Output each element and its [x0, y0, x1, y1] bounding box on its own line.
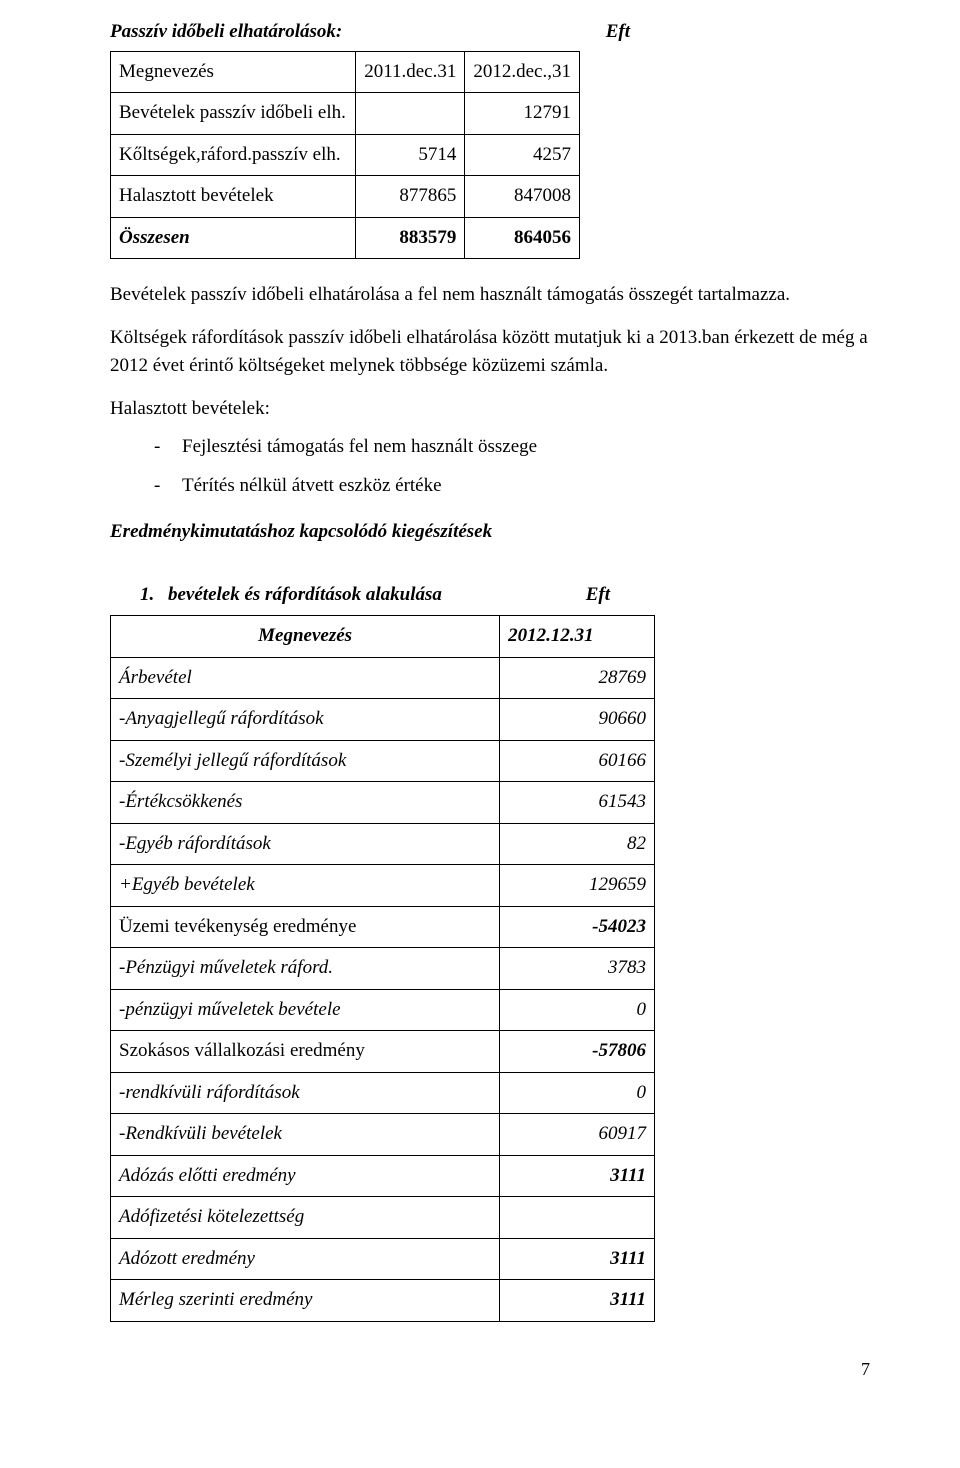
row-value: 847008: [465, 176, 580, 218]
row-label: Adózott eredmény: [111, 1238, 500, 1280]
results-table: Megnevezés2012.12.31Árbevétel28769-Anyag…: [110, 615, 655, 1322]
row-value: 3111: [500, 1238, 655, 1280]
title-left: Passzív időbeli elhatárolások:: [110, 18, 342, 47]
list-item: Térítés nélkül átvett eszköz értéke: [154, 472, 870, 501]
row-value: 3111: [500, 1280, 655, 1322]
table-header-cell: 2012.12.31: [500, 616, 655, 658]
table-header-cell: 2011.dec.31: [356, 51, 465, 93]
row-label: Árbevétel: [111, 657, 500, 699]
table-row: +Egyéb bevételek129659: [111, 865, 655, 907]
row-label: Bevételek passzív időbeli elh.: [111, 93, 356, 135]
row-label: -Személyi jellegű ráfordítások: [111, 740, 500, 782]
table-row: -Értékcsökkenés61543: [111, 782, 655, 824]
table-row: Árbevétel28769: [111, 657, 655, 699]
row-value: 5714: [356, 134, 465, 176]
row-value: 3111: [500, 1155, 655, 1197]
table-row: Halasztott bevételek877865847008: [111, 176, 580, 218]
row-value: -57806: [500, 1031, 655, 1073]
bullet-list: Fejlesztési támogatás fel nem használt ö…: [154, 433, 870, 500]
table-header-cell: Megnevezés: [111, 616, 500, 658]
row-value: -54023: [500, 906, 655, 948]
para-2: Költségek ráfordítások passzív időbeli e…: [110, 324, 870, 381]
row-label: -rendkívüli ráfordítások: [111, 1072, 500, 1114]
title-unit: Eft: [342, 18, 870, 47]
row-value: 877865: [356, 176, 465, 218]
row-label: Adófizetési kötelezettség: [111, 1197, 500, 1239]
table-row: Adófizetési kötelezettség: [111, 1197, 655, 1239]
row-value: 0: [500, 989, 655, 1031]
row-value: 0: [500, 1072, 655, 1114]
row-label: Összesen: [111, 217, 356, 259]
para-1: Bevételek passzív időbeli elhatárolása a…: [110, 281, 870, 310]
row-label: Adózás előtti eredmény: [111, 1155, 500, 1197]
row-value: 864056: [465, 217, 580, 259]
table-row: Szokásos vállalkozási eredmény-57806: [111, 1031, 655, 1073]
table-row: Bevételek passzív időbeli elh. 12791: [111, 93, 580, 135]
row-value: 60166: [500, 740, 655, 782]
row-value: 12791: [465, 93, 580, 135]
row-label: Halasztott bevételek: [111, 176, 356, 218]
table-row: -rendkívüli ráfordítások0: [111, 1072, 655, 1114]
row-value: 883579: [356, 217, 465, 259]
accruals-table: Megnevezés2011.dec.312012.dec.,31Bevétel…: [110, 51, 580, 260]
row-value: [500, 1197, 655, 1239]
row-label: Üzemi tevékenység eredménye: [111, 906, 500, 948]
row-value: 129659: [500, 865, 655, 907]
table-row: -Pénzügyi műveletek ráford.3783: [111, 948, 655, 990]
table-row: -Személyi jellegű ráfordítások60166: [111, 740, 655, 782]
row-label: -Egyéb ráfordítások: [111, 823, 500, 865]
title-row: Passzív időbeli elhatárolások: Eft: [110, 18, 870, 47]
table-header-cell: Megnevezés: [111, 51, 356, 93]
row-label: Szokásos vállalkozási eredmény: [111, 1031, 500, 1073]
numbered-unit: Eft: [442, 581, 870, 610]
numbered-text: bevételek és ráfordítások alakulása: [168, 581, 442, 610]
row-label: +Egyéb bevételek: [111, 865, 500, 907]
table-row: Adózás előtti eredmény3111: [111, 1155, 655, 1197]
row-value: 82: [500, 823, 655, 865]
table-row: -Anyagjellegű ráfordítások90660: [111, 699, 655, 741]
row-label: -Anyagjellegű ráfordítások: [111, 699, 500, 741]
row-label: -Pénzügyi műveletek ráford.: [111, 948, 500, 990]
table-row: Összesen883579864056: [111, 217, 580, 259]
table-header-cell: 2012.dec.,31: [465, 51, 580, 93]
row-value: [356, 93, 465, 135]
table-row: -Rendkívüli bevételek60917: [111, 1114, 655, 1156]
table-row: -pénzügyi műveletek bevétele0: [111, 989, 655, 1031]
row-value: 61543: [500, 782, 655, 824]
section-heading: Eredménykimutatáshoz kapcsolódó kiegészí…: [110, 518, 870, 547]
table-row: Kőltségek,ráford.passzív elh.57144257: [111, 134, 580, 176]
row-label: Mérleg szerinti eredmény: [111, 1280, 500, 1322]
numbered-index: 1.: [140, 581, 168, 610]
row-value: 60917: [500, 1114, 655, 1156]
row-label: -Rendkívüli bevételek: [111, 1114, 500, 1156]
table-row: Mérleg szerinti eredmény3111: [111, 1280, 655, 1322]
page-number: 7: [110, 1356, 870, 1383]
table-row: Adózott eredmény3111: [111, 1238, 655, 1280]
row-label: -pénzügyi műveletek bevétele: [111, 989, 500, 1031]
row-label: -Értékcsökkenés: [111, 782, 500, 824]
row-value: 4257: [465, 134, 580, 176]
row-label: Kőltségek,ráford.passzív elh.: [111, 134, 356, 176]
row-value: 90660: [500, 699, 655, 741]
row-value: 3783: [500, 948, 655, 990]
numbered-title: 1. bevételek és ráfordítások alakulása E…: [140, 581, 870, 610]
list-item: Fejlesztési támogatás fel nem használt ö…: [154, 433, 870, 462]
table-row: -Egyéb ráfordítások82: [111, 823, 655, 865]
para-3: Halasztott bevételek:: [110, 395, 870, 424]
table-row: Üzemi tevékenység eredménye-54023: [111, 906, 655, 948]
row-value: 28769: [500, 657, 655, 699]
